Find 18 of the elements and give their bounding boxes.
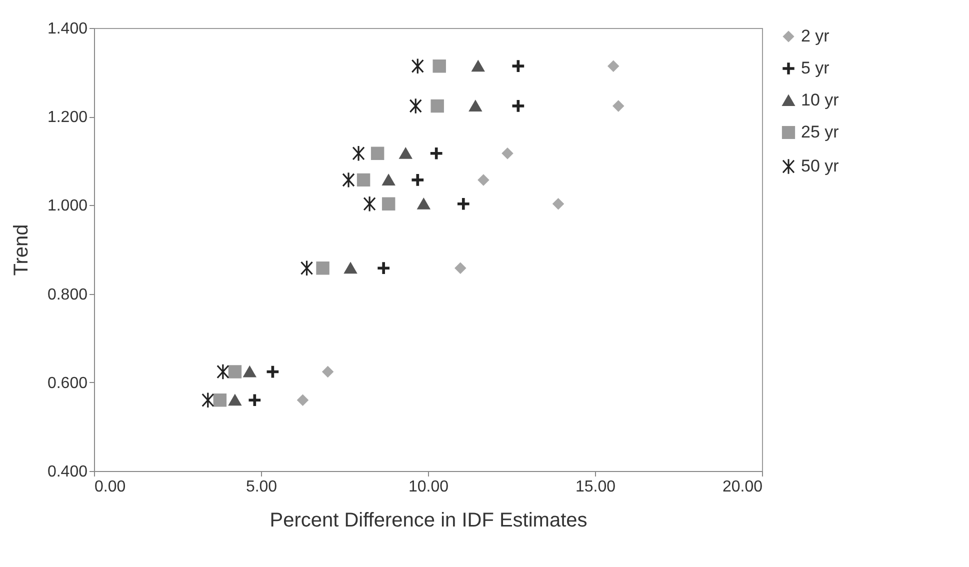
y-tick-label: 1.000 <box>47 198 88 215</box>
legend-label: 5 yr <box>801 58 830 78</box>
y-axis-title: Trend <box>10 224 32 276</box>
legend-label: 50 yr <box>801 156 840 176</box>
x-tick-label: 10.00 <box>408 478 449 496</box>
legend-label: 25 yr <box>801 122 840 142</box>
y-tick-label: 0.400 <box>47 464 88 480</box>
x-tick-label: 15.00 <box>575 478 616 496</box>
x-axis-title: Percent Difference in IDF Estimates <box>270 510 588 532</box>
legend-label: 2 yr <box>801 26 830 46</box>
x-tick-label: 0.00 <box>94 478 126 496</box>
legend-label: 10 yr <box>801 90 840 110</box>
x-tick-label: 20.00 <box>722 478 763 496</box>
y-tick-label: 0.800 <box>47 286 88 304</box>
y-tick-label: 1.200 <box>47 109 88 126</box>
y-tick-label: 1.400 <box>47 20 88 38</box>
x-tick-label: 5.00 <box>246 478 278 496</box>
y-tick-label: 0.600 <box>47 374 88 392</box>
